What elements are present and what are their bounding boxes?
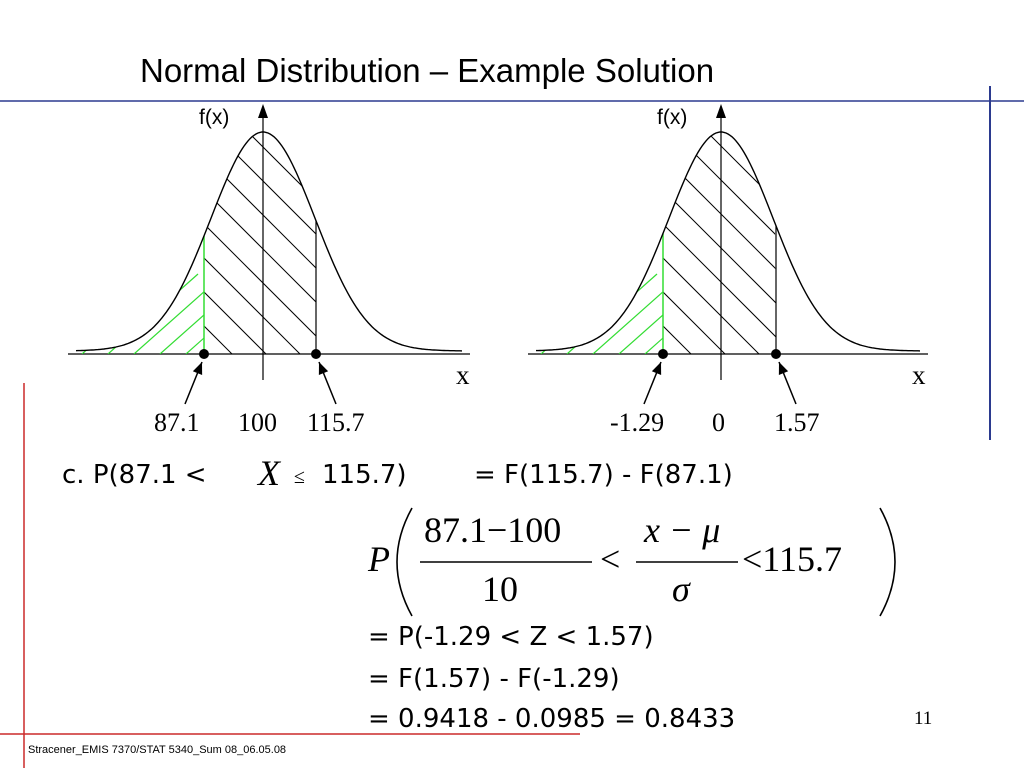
right-plot-hatch-line <box>663 132 726 354</box>
formula-P: P <box>368 539 390 579</box>
left-tick-low: 87.1 <box>154 408 200 437</box>
right-plot-green-hatch-line <box>592 273 663 354</box>
left-plot-hatch-line <box>204 132 316 354</box>
left-plot-hatch-line <box>204 132 316 354</box>
left-tick-mean: 100 <box>238 408 277 437</box>
left-plot-hatch-line <box>204 132 301 354</box>
right-plot-low-pointer-head <box>651 362 662 375</box>
leq-symbol: ≤ <box>294 466 305 488</box>
left-plot-low-pointer-head <box>192 362 203 375</box>
right-plot-low-point <box>658 349 668 359</box>
right-plot-high-pointer-head <box>778 362 789 375</box>
right-plot-x-label: x <box>912 360 926 390</box>
left-plot-low-point <box>199 349 209 359</box>
left-tick-high: 115.7 <box>307 408 365 437</box>
left-plot-hatch-line <box>215 132 316 354</box>
solution-step-3: = 0.9418 - 0.0985 = 0.8433 <box>368 704 736 734</box>
left-plot-high-point <box>311 349 321 359</box>
right-plot-normal-curve <box>536 131 921 352</box>
left-plot-green-hatch-line <box>185 273 204 354</box>
right-plot-green-hatch-line <box>618 273 663 354</box>
right-plot-y-axis-arrow <box>716 104 726 118</box>
left-plot-high-pointer-head <box>318 362 329 375</box>
right-tick-high: 1.57 <box>774 408 820 437</box>
part-c-upper: 115.7) <box>322 460 407 490</box>
right-tick-low: -1.29 <box>610 408 665 437</box>
formula-right-paren <box>879 507 896 617</box>
slide-number: 11 <box>914 708 933 729</box>
solution-step-1: = P(-1.29 < Z < 1.57) <box>368 622 654 652</box>
random-variable-x: X <box>258 453 280 493</box>
footer-text: Stracener_EMIS 7370/STAT 5340_Sum 08_06.… <box>28 744 287 756</box>
left-plot-green-hatch-line <box>159 273 204 354</box>
right-plot-hatch-line <box>663 132 776 354</box>
formula-less-than: < <box>600 539 621 579</box>
formula-denominator-mid: σ <box>672 569 690 609</box>
left-plot-green-hatch-line <box>133 273 204 354</box>
formula-numerator-left: 87.1−100 <box>424 510 562 550</box>
part-c-prefix: c. P(87.1 < <box>62 460 207 490</box>
formula-numerator-mid: x − μ <box>644 510 721 550</box>
right-plot-hatch-line <box>663 132 776 354</box>
right-tick-mean: 0 <box>712 408 725 437</box>
right-plot-hatch-line <box>674 132 776 354</box>
right-plot-y-label: f(x) <box>657 106 688 129</box>
solution-step-2: = F(1.57) - F(-1.29) <box>368 664 620 694</box>
left-plot-y-axis-arrow <box>258 104 268 118</box>
left-plot-y-label: f(x) <box>199 106 230 129</box>
formula-left-paren <box>396 507 413 617</box>
formula-right-tail: <115.7 <box>742 539 842 579</box>
right-plot-high-point <box>771 349 781 359</box>
right-plot-green-hatch-line <box>644 273 663 354</box>
right-plot-hatch-line <box>663 132 760 354</box>
left-plot-normal-curve <box>75 131 463 352</box>
cdf-difference: = F(115.7) - F(87.1) <box>474 460 733 490</box>
left-plot-hatch-line <box>204 132 267 354</box>
left-plot-x-label: x <box>456 360 470 390</box>
page-title: Normal Distribution – Example Solution <box>140 52 715 89</box>
formula-denominator-left: 10 <box>482 569 518 609</box>
